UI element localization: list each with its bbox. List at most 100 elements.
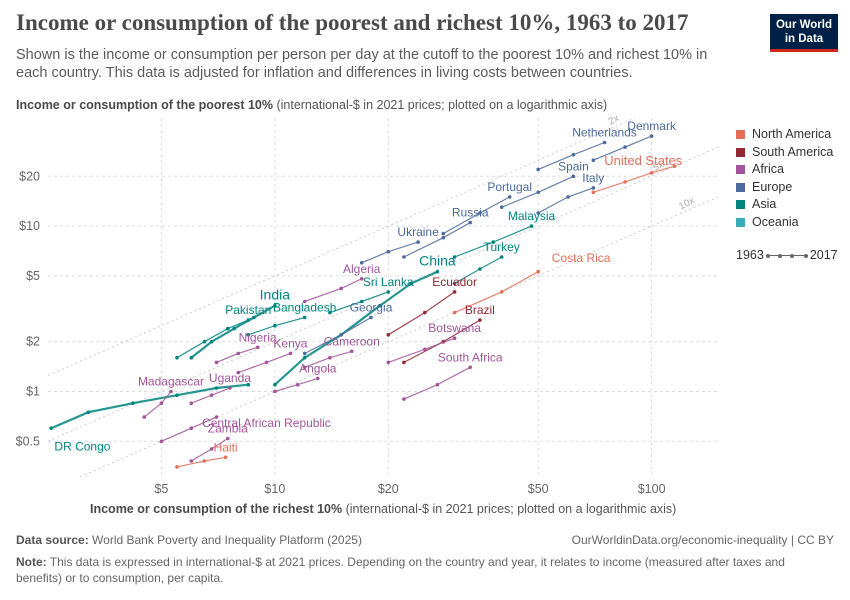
series-point[interactable]	[302, 355, 307, 360]
series-point[interactable]	[209, 339, 214, 344]
series-point[interactable]	[223, 455, 228, 460]
series-point[interactable]	[302, 299, 307, 304]
series-label[interactable]: Ukraine	[397, 225, 439, 239]
series-label[interactable]: United States	[604, 153, 683, 168]
series-point[interactable]	[189, 459, 194, 463]
series-point[interactable]	[529, 224, 534, 228]
series-label[interactable]: South Africa	[438, 350, 503, 364]
series-point[interactable]	[202, 339, 207, 344]
series-label[interactable]: Italy	[582, 171, 604, 185]
series-point[interactable]	[416, 240, 420, 244]
series-label[interactable]: DR Congo	[54, 439, 110, 453]
series-label[interactable]: China	[419, 253, 456, 269]
series-label[interactable]: Ecuador	[432, 275, 477, 289]
series-point[interactable]	[409, 281, 414, 286]
series-point[interactable]	[536, 167, 540, 172]
series-point[interactable]	[402, 255, 406, 259]
series-point[interactable]	[359, 299, 364, 304]
series-point[interactable]	[672, 164, 677, 168]
series-point[interactable]	[302, 315, 307, 320]
series-point[interactable]	[214, 415, 219, 419]
series-point[interactable]	[246, 333, 251, 337]
series-point[interactable]	[288, 351, 293, 356]
series-point[interactable]	[435, 382, 440, 387]
series-point[interactable]	[478, 211, 482, 215]
series-point[interactable]	[536, 269, 540, 274]
source-text[interactable]: World Bank Poverty and Inequality Platfo…	[88, 533, 362, 547]
legend-item-africa[interactable]: Africa	[736, 161, 833, 179]
series-label[interactable]: Uganda	[209, 371, 251, 385]
series-point[interactable]	[649, 171, 654, 175]
series-point[interactable]	[359, 261, 364, 265]
series-label[interactable]: Spain	[558, 159, 589, 173]
series-point[interactable]	[452, 281, 457, 286]
series-point[interactable]	[214, 360, 219, 365]
series-point[interactable]	[649, 134, 654, 138]
series-point[interactable]	[378, 303, 382, 308]
series-label[interactable]: Algeria	[343, 262, 381, 276]
series-point[interactable]	[571, 152, 576, 157]
series-point[interactable]	[273, 303, 277, 308]
legend-item-oceania[interactable]: Oceania	[736, 214, 833, 232]
series-point[interactable]	[507, 195, 512, 199]
series-point[interactable]	[386, 249, 391, 254]
series-point[interactable]	[273, 323, 277, 328]
series-point[interactable]	[423, 347, 427, 352]
series-point[interactable]	[499, 255, 504, 259]
series-point[interactable]	[189, 426, 194, 431]
series-point[interactable]	[264, 360, 269, 365]
series-label[interactable]: Turkey	[484, 240, 520, 254]
series-point[interactable]	[623, 180, 627, 184]
series-label[interactable]: Denmark	[627, 119, 677, 133]
series-line[interactable]	[593, 165, 675, 193]
series-label[interactable]: Costa Rica	[552, 251, 611, 265]
series-label[interactable]: Pakistan	[225, 303, 271, 317]
series-point[interactable]	[236, 351, 241, 356]
series-point[interactable]	[273, 382, 277, 387]
series-point[interactable]	[350, 349, 354, 354]
series-point[interactable]	[202, 459, 207, 463]
owid-logo[interactable]: Our World in Data	[770, 14, 838, 52]
series-point[interactable]	[159, 401, 164, 406]
series-point[interactable]	[591, 190, 596, 195]
legend-item-asia[interactable]: Asia	[736, 196, 833, 214]
series-point[interactable]	[339, 286, 344, 291]
series-point[interactable]	[452, 336, 457, 341]
series-label[interactable]: Malaysia	[508, 209, 556, 223]
series-point[interactable]	[131, 401, 135, 406]
series-point[interactable]	[468, 365, 473, 370]
series-label[interactable]: Zambia	[208, 421, 248, 435]
series-point[interactable]	[571, 174, 576, 179]
series-label[interactable]: Cameroon	[324, 334, 380, 348]
series-label[interactable]: Madagascar	[138, 374, 204, 388]
series-point[interactable]	[339, 333, 344, 337]
series-point[interactable]	[369, 315, 373, 320]
series-label[interactable]: Netherlands	[572, 125, 637, 139]
series-point[interactable]	[536, 211, 540, 215]
series-line[interactable]	[304, 278, 362, 303]
series-point[interactable]	[175, 393, 179, 398]
series-point[interactable]	[491, 240, 496, 244]
series-point[interactable]	[623, 145, 627, 149]
series-point[interactable]	[566, 195, 570, 199]
series-point[interactable]	[602, 140, 607, 145]
series-line[interactable]	[50, 383, 249, 430]
series-point[interactable]	[452, 255, 457, 259]
series-point[interactable]	[302, 351, 307, 356]
series-label[interactable]: Kenya	[273, 336, 307, 350]
series-point[interactable]	[189, 355, 194, 360]
series-point[interactable]	[209, 447, 214, 451]
series-point[interactable]	[246, 318, 251, 322]
series-point[interactable]	[423, 310, 427, 315]
series-line[interactable]	[238, 352, 291, 374]
series-point[interactable]	[591, 158, 596, 162]
series-point[interactable]	[402, 397, 406, 401]
series-point[interactable]	[175, 355, 179, 360]
series-point[interactable]	[441, 235, 446, 240]
series-line[interactable]	[176, 319, 249, 359]
series-point[interactable]	[175, 465, 179, 469]
series-label[interactable]: Georgia	[350, 301, 393, 315]
series-point[interactable]	[86, 410, 91, 415]
series-point[interactable]	[236, 370, 241, 375]
